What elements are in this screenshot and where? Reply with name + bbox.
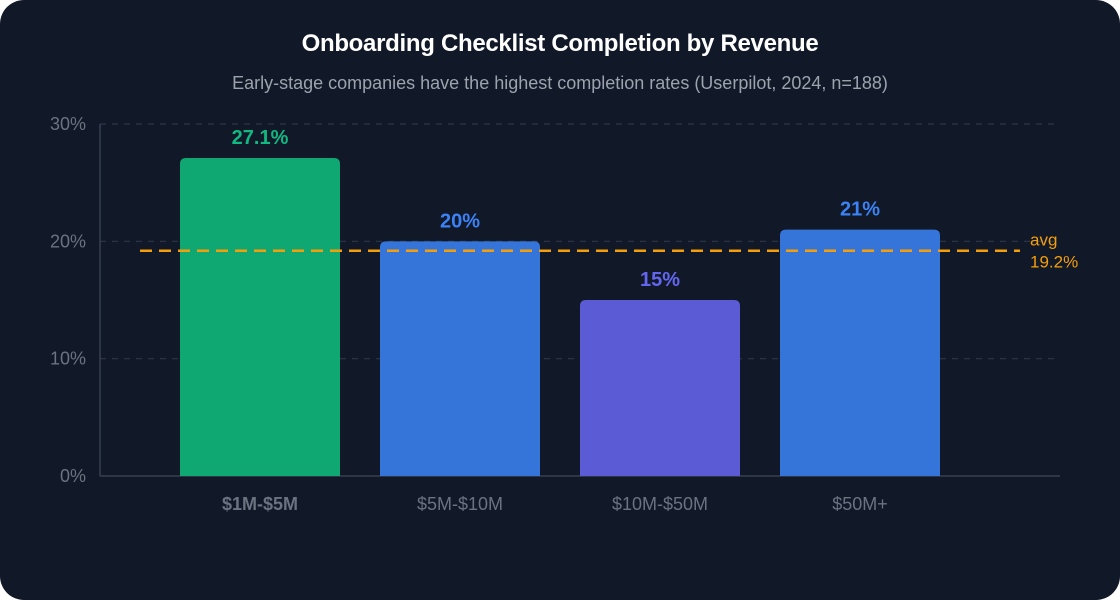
bar-value-label: 21%: [840, 199, 880, 221]
chart-title: Onboarding Checklist Completion by Reven…: [301, 30, 819, 57]
average-label: avg: [1030, 231, 1057, 250]
y-tick-label: 30%: [50, 114, 86, 134]
bar: [180, 158, 340, 476]
y-tick-label: 10%: [50, 349, 86, 369]
y-tick-label: 0%: [60, 466, 86, 486]
bar: [580, 300, 740, 476]
bar-value-label: 20%: [440, 210, 480, 232]
x-category-label: $1M-$5M: [222, 494, 298, 514]
bar-value-label: 15%: [640, 269, 680, 291]
chart-subtitle: Early-stage companies have the highest c…: [232, 73, 888, 93]
bar-value-label: 27.1%: [232, 127, 289, 149]
bar: [780, 229, 940, 476]
x-category-label: $5M-$10M: [417, 494, 503, 514]
x-category-label: $50M+: [832, 494, 888, 514]
y-tick-label: 20%: [50, 231, 86, 251]
average-value-label: 19.2%: [1030, 253, 1078, 272]
x-category-label: $10M-$50M: [612, 494, 708, 514]
bar: [380, 241, 540, 476]
